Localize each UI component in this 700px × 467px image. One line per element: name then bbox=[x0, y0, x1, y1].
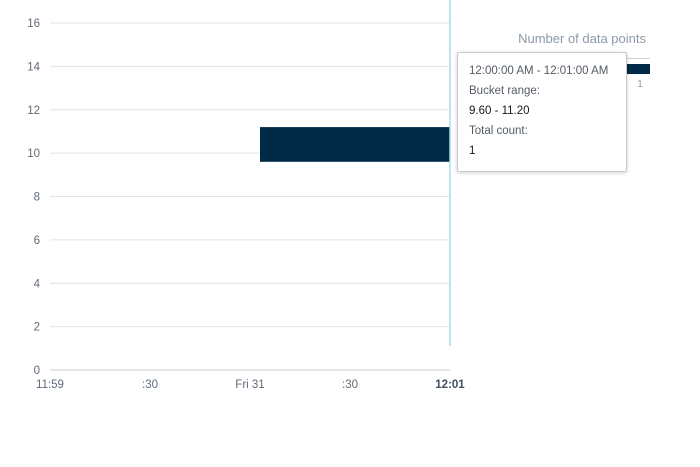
y-tick-label: 2 bbox=[34, 322, 40, 334]
y-tick-label: 10 bbox=[27, 148, 40, 160]
tooltip-total-count-value: 1 bbox=[469, 145, 476, 157]
y-tick-label: 14 bbox=[27, 61, 40, 73]
tooltip-bucket-range-label: Bucket range: bbox=[469, 85, 540, 97]
heatmap-bucket[interactable] bbox=[260, 127, 450, 162]
y-tick-label: 8 bbox=[34, 192, 40, 204]
legend-axis-line bbox=[626, 58, 650, 59]
x-tick-label: 11:59 bbox=[36, 379, 64, 391]
y-tick-label: 6 bbox=[34, 235, 40, 247]
grid-lines bbox=[50, 22, 450, 371]
x-tick-label: :30 bbox=[142, 379, 158, 391]
bucket-tooltip: 12:00:00 AM - 12:01:00 AM Bucket range: … bbox=[457, 52, 627, 172]
x-tick-label: :30 bbox=[342, 379, 358, 391]
tooltip-time-range: 12:00:00 AM - 12:01:00 AM bbox=[469, 65, 609, 77]
heatmap-buckets[interactable] bbox=[260, 127, 450, 162]
y-axis-ticks: 0 2 4 6 8 10 12 14 16 bbox=[27, 18, 40, 377]
legend-title: Number of data points bbox=[518, 31, 646, 46]
x-tick-label: Fri 31 bbox=[235, 379, 264, 391]
y-tick-label: 0 bbox=[34, 365, 40, 377]
tooltip-total-count-label: Total count: bbox=[469, 125, 528, 137]
legend-color-swatch bbox=[627, 64, 650, 74]
y-tick-label: 4 bbox=[34, 278, 41, 290]
y-tick-label: 16 bbox=[27, 18, 40, 30]
tooltip-bucket-range-value: 9.60 - 11.20 bbox=[469, 105, 530, 117]
legend-count-label: 1 bbox=[637, 79, 643, 90]
x-axis-ticks: 11:59 :30 Fri 31 :30 12:01 bbox=[36, 379, 465, 391]
y-tick-label: 12 bbox=[27, 105, 40, 117]
x-tick-label: 12:01 bbox=[435, 379, 465, 391]
